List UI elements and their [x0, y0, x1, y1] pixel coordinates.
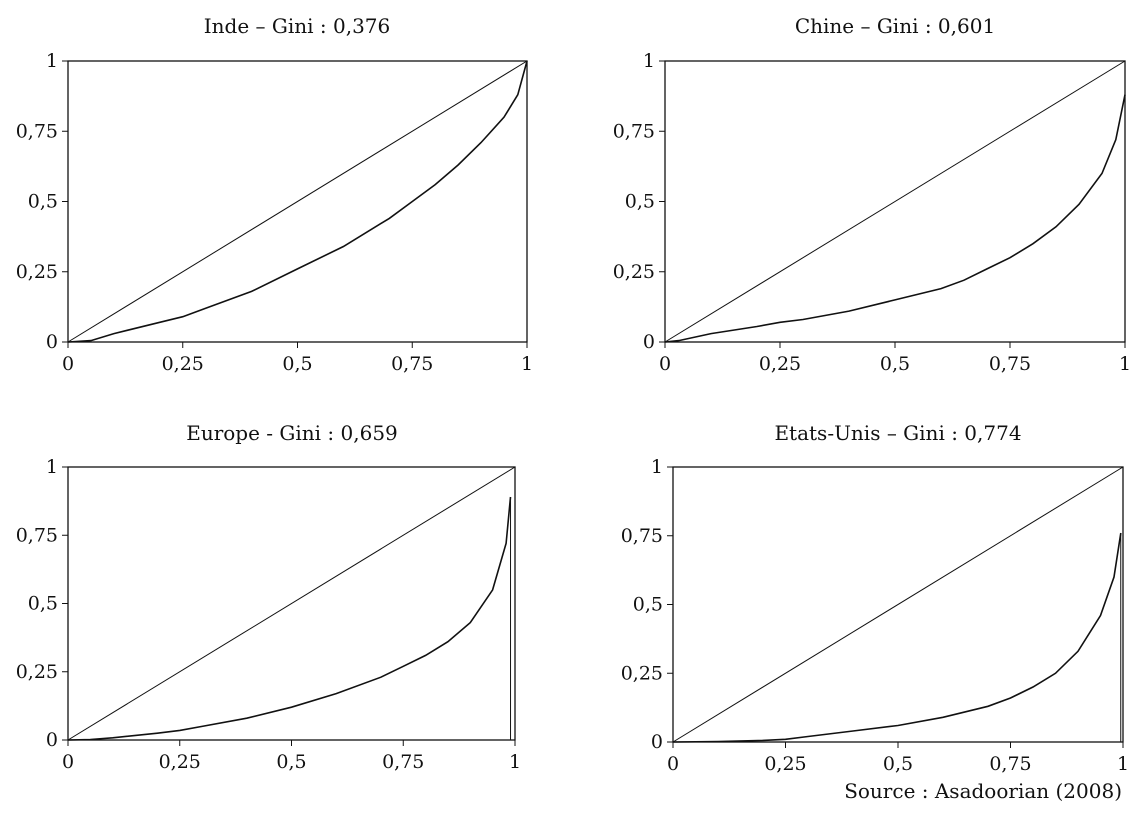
x-tick-label: 1	[1119, 353, 1131, 375]
x-tick-label: 0	[62, 751, 74, 773]
x-tick-label: 0,75	[391, 353, 433, 375]
equality-line	[664, 60, 1126, 343]
x-tick-label: 0	[667, 753, 679, 775]
chart-panel-4: Etats-Unis – Gini : 0,774 0 0,25 0,5 0,75 1 0 0…	[621, 421, 1129, 775]
y-tick-label: 0,5	[625, 191, 655, 213]
lorenz-curve	[67, 496, 512, 741]
equality-line	[67, 466, 516, 741]
x-tick-label: 0	[659, 353, 671, 375]
equality-line	[672, 466, 1124, 743]
chart-title: Inde – Gini : 0,376	[204, 14, 391, 38]
y-tick-label: 0,25	[621, 662, 663, 684]
y-tick-label: 1	[643, 50, 655, 72]
y-tick-label: 0	[651, 731, 663, 753]
x-tick-label: 0,25	[159, 751, 201, 773]
lorenz-curve	[67, 60, 528, 343]
chart-title: Europe - Gini : 0,659	[186, 421, 398, 445]
x-tick-label: 0,25	[764, 753, 806, 775]
x-tick-label: 0,5	[282, 353, 312, 375]
y-tick-label: 0,5	[28, 191, 58, 213]
x-tick-label: 0,75	[382, 751, 424, 773]
y-tick-label: 0	[46, 331, 58, 353]
x-tick-label: 0,25	[162, 353, 204, 375]
y-tick-label: 0,75	[16, 120, 58, 142]
chart-panel-1: Inde – Gini : 0,376 0 0,25 0,5 0,75 1 0 0,25 0,5…	[16, 14, 533, 375]
y-tick-label: 0,75	[16, 524, 58, 546]
equality-line	[67, 60, 528, 343]
x-tick-label: 1	[509, 751, 521, 773]
y-tick-label: 0,5	[633, 594, 663, 616]
chart-title: Etats-Unis – Gini : 0,774	[774, 421, 1021, 445]
y-tick-label: 0,25	[16, 261, 58, 283]
y-tick-label: 0,5	[28, 593, 58, 615]
chart-title: Chine – Gini : 0,601	[795, 14, 995, 38]
lorenz-curve	[664, 94, 1126, 343]
source-note: Source : Asadoorian (2008)	[844, 779, 1122, 803]
lorenz-curve	[672, 532, 1122, 743]
x-tick-label: 0,75	[989, 753, 1031, 775]
y-tick-label: 0	[643, 331, 655, 353]
x-tick-label: 0,5	[276, 751, 306, 773]
y-tick-label: 0	[46, 729, 58, 751]
y-tick-label: 1	[46, 50, 58, 72]
y-tick-label: 1	[651, 456, 663, 478]
y-tick-label: 1	[46, 456, 58, 478]
x-tick-label: 0,25	[759, 353, 801, 375]
x-tick-label: 0	[62, 353, 74, 375]
x-tick-label: 0,5	[880, 353, 910, 375]
chart-panel-2: Chine – Gini : 0,601 0 0,25 0,5 0,75 1 0 0,25 0,…	[613, 14, 1131, 375]
x-tick-label: 0,75	[989, 353, 1031, 375]
x-tick-label: 1	[1117, 753, 1129, 775]
chart-panel-3: Europe - Gini : 0,659 0 0,25 0,5 0,75 1 0 0,25 0…	[16, 421, 521, 773]
y-tick-label: 0,75	[613, 120, 655, 142]
y-tick-label: 0,75	[621, 525, 663, 547]
y-tick-label: 0,25	[16, 661, 58, 683]
x-tick-label: 1	[521, 353, 533, 375]
y-tick-label: 0,25	[613, 261, 655, 283]
x-tick-label: 0,5	[883, 753, 913, 775]
